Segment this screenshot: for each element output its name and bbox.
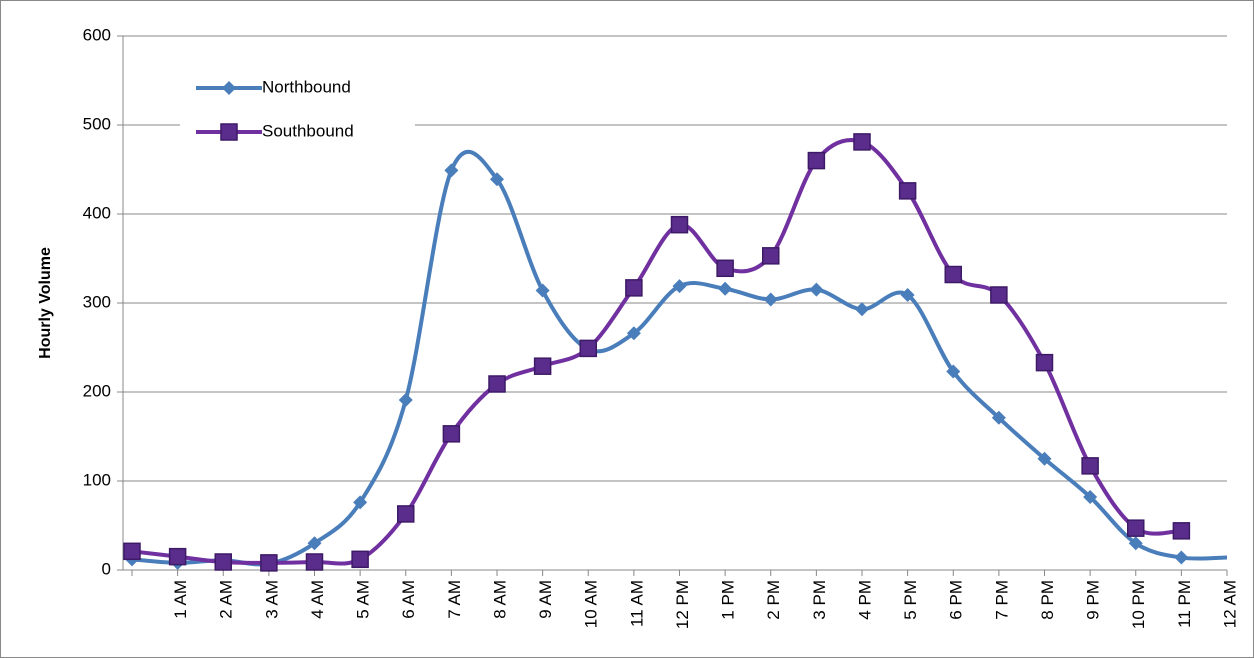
marker: [168, 547, 187, 566]
y-tick-label: 300: [83, 292, 111, 311]
marker: [490, 172, 504, 187]
marker: [898, 182, 917, 200]
marker: [123, 542, 141, 561]
marker: [853, 133, 871, 151]
x-tick-label: 3 AM: [262, 580, 281, 619]
marker: [305, 553, 324, 571]
x-tick-label: 8 PM: [1038, 580, 1057, 620]
marker: [444, 163, 459, 178]
y-tick-label: 200: [83, 381, 111, 400]
x-tick-label: 2 AM: [217, 580, 236, 619]
marker: [1172, 522, 1191, 540]
marker: [222, 81, 236, 95]
marker: [763, 292, 778, 307]
marker: [398, 393, 413, 408]
y-tick-label: 100: [83, 470, 111, 489]
legend-box: [180, 66, 415, 151]
marker: [855, 302, 869, 317]
legend-label: Southbound: [262, 121, 354, 140]
x-tick-label: 11 PM: [1175, 580, 1194, 628]
y-tick-label: 500: [83, 114, 111, 133]
x-tick-label: 1 PM: [719, 580, 738, 620]
x-tick-label: 6 AM: [399, 580, 418, 619]
y-tick-label: 0: [102, 559, 111, 578]
y-tick-label: 600: [83, 25, 111, 44]
x-tick-label: 10 PM: [1129, 580, 1148, 629]
marker: [718, 281, 733, 296]
marker: [626, 326, 641, 341]
x-tick-label: 5 PM: [901, 580, 920, 620]
marker: [307, 536, 322, 551]
x-tick-label: 8 AM: [490, 580, 509, 619]
marker: [1083, 490, 1098, 505]
marker: [442, 425, 461, 443]
marker: [625, 279, 643, 297]
marker: [1081, 457, 1099, 475]
x-tick-label: 10 AM: [582, 580, 601, 628]
marker: [1128, 536, 1143, 551]
y-axis-title: Hourly Volume: [37, 247, 54, 359]
marker: [672, 279, 687, 294]
marker: [1174, 550, 1189, 565]
x-tick-label: 11 AM: [627, 580, 646, 627]
marker: [488, 375, 506, 393]
marker: [946, 364, 961, 379]
marker: [397, 505, 415, 523]
marker: [944, 265, 962, 284]
x-tick-label: 4 AM: [308, 580, 327, 619]
marker: [351, 550, 369, 569]
marker: [900, 287, 915, 302]
marker: [807, 151, 826, 170]
marker: [1127, 519, 1145, 537]
marker: [809, 282, 824, 297]
marker: [990, 286, 1008, 304]
marker: [214, 553, 232, 571]
x-tick-label: 12 AM: [1220, 580, 1239, 628]
x-tick-label: 6 PM: [947, 580, 966, 620]
marker: [579, 339, 597, 358]
x-tick-label: 9 PM: [1084, 580, 1103, 620]
marker: [670, 215, 689, 234]
x-tick-label: 5 AM: [354, 580, 373, 619]
x-tick-label: 4 PM: [855, 580, 874, 620]
marker: [1037, 451, 1052, 466]
x-tick-label: 2 PM: [764, 580, 783, 620]
legend: Northbound Southbound: [180, 66, 415, 151]
marker: [1035, 353, 1054, 372]
legend-label: Northbound: [262, 77, 351, 96]
marker: [260, 554, 278, 572]
x-tick-label: 9 AM: [536, 580, 555, 619]
marker: [220, 123, 238, 141]
marker: [535, 283, 550, 298]
y-tick-label: 400: [83, 203, 111, 222]
x-tick-label: 12 PM: [673, 580, 692, 629]
marker: [716, 259, 734, 278]
line: [131, 149, 1228, 567]
marker: [991, 410, 1006, 425]
x-tick-label: 3 PM: [810, 580, 829, 620]
marker: [762, 247, 780, 265]
x-tick-label: 1 AM: [171, 580, 190, 619]
series: [123, 133, 1191, 572]
marker: [533, 357, 552, 375]
x-tick-label: 7 AM: [445, 580, 464, 619]
x-tick-label: 7 PM: [992, 580, 1011, 620]
marker: [353, 495, 368, 510]
